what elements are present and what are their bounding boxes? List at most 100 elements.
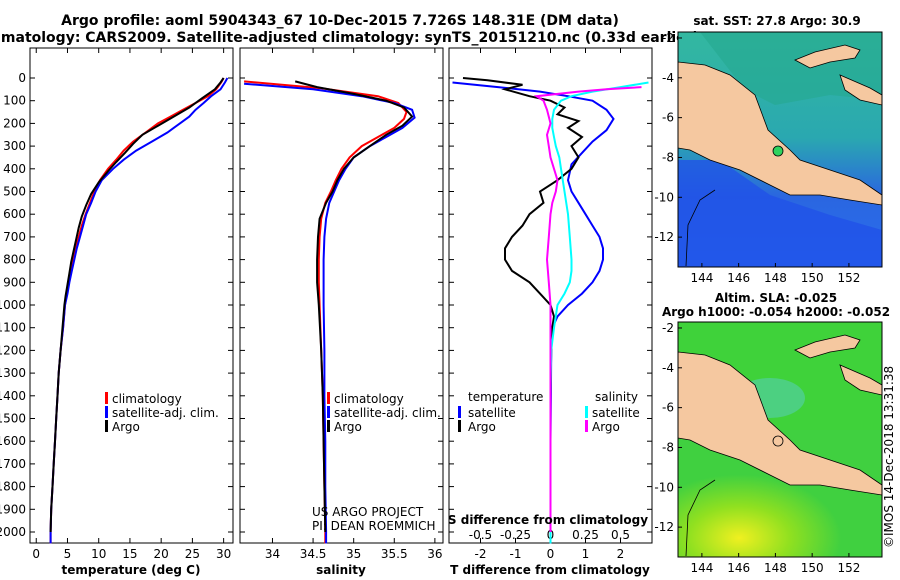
legend-swatch-argo <box>105 420 108 432</box>
map-xtick-label: 150 <box>801 561 824 575</box>
map-xtick-label: 144 <box>690 561 713 575</box>
land-island <box>839 364 882 396</box>
series-line-climatology <box>49 77 225 544</box>
title-line-2: Climatology: CARS2009. Satellite-adjuste… <box>0 30 699 46</box>
top-tick-label: 0.5 <box>611 528 630 542</box>
ytick-label: 900 <box>3 275 26 289</box>
credit-line-2: PI: DEAN ROEMMICH <box>312 519 435 533</box>
legend-label: Argo <box>468 420 496 434</box>
legend-label: Argo <box>592 420 620 434</box>
land-island <box>839 74 882 106</box>
sst-map-frame <box>677 31 883 268</box>
legend-label: satellite <box>468 406 516 420</box>
difference-top-label: S difference from climatology <box>448 513 648 527</box>
sst-cool-region <box>678 160 882 267</box>
sla-map <box>677 321 883 558</box>
legend-label: satellite-adj. clim. <box>112 406 219 420</box>
xtick-label: 20 <box>154 547 169 561</box>
top-tick-label: -0.25 <box>500 528 531 542</box>
series-line-argo <box>294 80 414 533</box>
map-ytick-label: -10 <box>654 480 674 494</box>
difference-legend: temperature satellite Argo salinity sate… <box>458 390 640 434</box>
sla-map-axes: 144 146 148 150 152 -2 -4 -6 -8 -10 -12 <box>654 321 860 575</box>
series-line-temperature-argo <box>462 77 584 532</box>
map-ytick-label: -4 <box>662 361 674 375</box>
legend-label: Argo <box>334 420 362 434</box>
xtick-label: 30 <box>216 547 231 561</box>
ytick-label: 200 <box>3 116 26 130</box>
legend-swatch-sal-argo <box>585 420 588 432</box>
legend-title-salinity: salinity <box>595 390 638 404</box>
xtick-label: 35 <box>346 547 361 561</box>
land-island <box>794 44 861 69</box>
ytick-label: 1700 <box>0 457 26 471</box>
temperature-panel-frame <box>29 47 234 544</box>
series-line-satellite-adj-clim- <box>49 77 229 544</box>
legend-swatch-sal-satellite <box>585 406 588 418</box>
ytick-label: 500 <box>3 185 26 199</box>
coastline-australia <box>685 189 716 267</box>
legend-swatch-satellite <box>105 406 108 418</box>
series-line-salinity-argo <box>533 86 642 532</box>
sla-map-frame <box>677 321 883 558</box>
map-ytick-label: -12 <box>654 230 674 244</box>
series-line-salinity-satellite <box>549 81 649 544</box>
series-line-temperature-satellite <box>452 81 615 544</box>
temperature-series <box>49 77 229 544</box>
legend-swatch-argo <box>327 420 330 432</box>
salinity-series <box>244 80 416 544</box>
salinity-panel-frame <box>239 47 444 544</box>
xtick-label: -2 <box>475 547 487 561</box>
legend-label: satellite-adj. clim. <box>334 406 441 420</box>
ytick-label: 600 <box>3 207 26 221</box>
map-ytick-label: -10 <box>654 190 674 204</box>
title-line-1: Argo profile: aoml 5904343_67 10-Dec-201… <box>61 13 619 29</box>
legend-label: climatology <box>112 392 182 406</box>
legend-swatch-climatology <box>105 392 108 404</box>
series-line-argo <box>49 77 225 533</box>
xtick-label: 0 <box>32 547 40 561</box>
sst-map-axes: 144 146 148 150 152 -2 -4 -6 -8 -10 -12 <box>654 31 860 285</box>
xtick-label: 35.5 <box>381 547 408 561</box>
map-xtick-label: 152 <box>837 561 860 575</box>
xtick-label: 1 <box>582 547 590 561</box>
ytick-label: 1200 <box>0 343 26 357</box>
sla-map-title-2: Argo h1000: -0.054 h2000: -0.052 <box>662 305 890 319</box>
xtick-label: 25 <box>185 547 200 561</box>
land-island <box>794 334 861 359</box>
legend-swatch-temp-satellite <box>458 406 461 418</box>
sst-map-title: sat. SST: 27.8 Argo: 30.9 <box>693 14 860 28</box>
timestamp: ©IMOS 14-Dec-2018 13:31:38 <box>882 366 896 548</box>
map-ytick-label: -6 <box>662 401 674 415</box>
ytick-label: 1900 <box>0 502 26 516</box>
top-tick-label: -0.5 <box>469 528 492 542</box>
legend-title-temperature: temperature <box>468 390 543 404</box>
map-ytick-label: -12 <box>654 520 674 534</box>
ytick-label: 300 <box>3 139 26 153</box>
map-ytick-label: -8 <box>662 440 674 454</box>
ytick-label: 1600 <box>0 434 26 448</box>
temperature-axes: 0100200300400500600700800900100011001200… <box>0 48 233 561</box>
ytick-label: 100 <box>3 94 26 108</box>
xtick-label: 36 <box>427 547 442 561</box>
xtick-label: 34.5 <box>300 547 327 561</box>
legend-swatch-temp-argo <box>458 420 461 432</box>
legend-label: climatology <box>334 392 404 406</box>
argo-float-marker <box>772 435 784 447</box>
salinity-xlabel: salinity <box>316 563 366 577</box>
ytick-label: 1800 <box>0 480 26 494</box>
sla-map-title-1: Altim. SLA: -0.025 <box>715 291 837 305</box>
map-xtick-label: 152 <box>837 271 860 285</box>
map-ytick-label: -6 <box>662 111 674 125</box>
land-new-guinea <box>678 61 882 206</box>
ytick-label: 700 <box>3 230 26 244</box>
legend-label: Argo <box>112 420 140 434</box>
legend-swatch-satellite <box>327 406 330 418</box>
map-ytick-label: -8 <box>662 150 674 164</box>
xtick-label: 15 <box>122 547 137 561</box>
xtick-label: 2 <box>617 547 625 561</box>
difference-axes: -2 -1 0 1 2-0.5 -0.25 0 0.25 0.5 <box>449 48 652 561</box>
land-new-guinea <box>678 351 882 496</box>
map-xtick-label: 148 <box>764 561 787 575</box>
difference-xlabel: T difference from climatology <box>450 563 650 577</box>
